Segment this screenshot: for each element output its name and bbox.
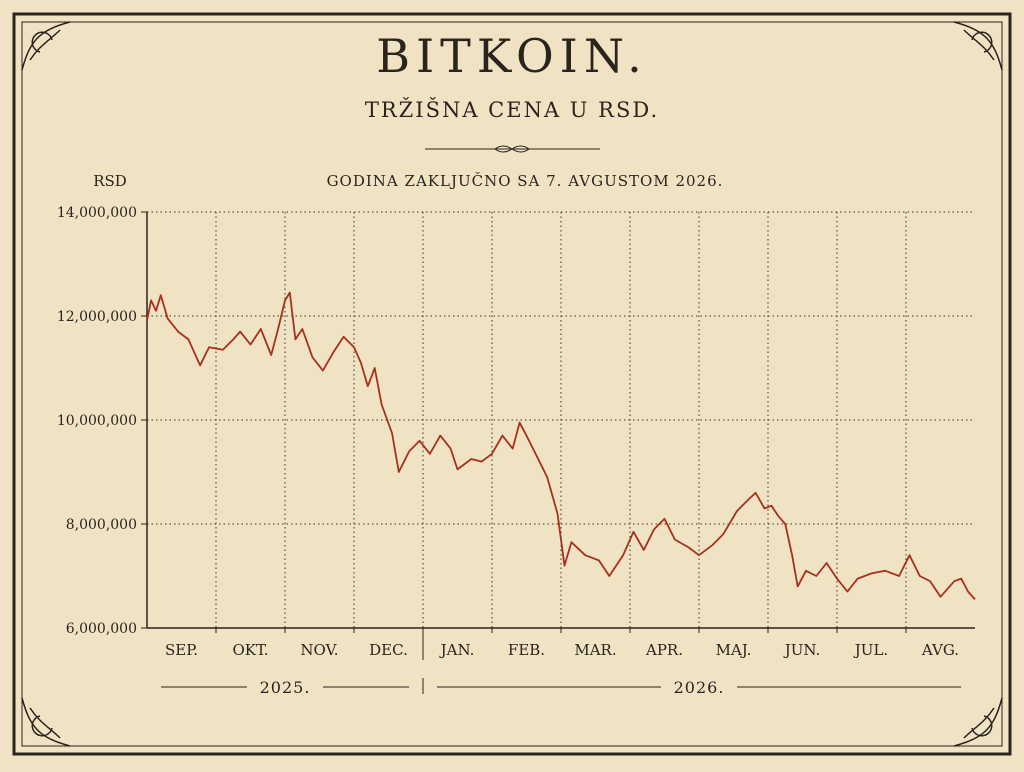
x-tick-label: MAJ. bbox=[716, 641, 752, 659]
subtitle: TRŽIŠNA CENA U RSD. bbox=[365, 97, 659, 122]
y-tick-label: 14,000,000 bbox=[57, 205, 137, 221]
x-tick-label: SEP. bbox=[165, 641, 198, 659]
y-tick-label: 12,000,000 bbox=[57, 309, 137, 325]
x-tick-label: FEB. bbox=[508, 641, 545, 659]
period-label: GODINA ZAKLJUČNO SA 7. AVGUSTOM 2026. bbox=[327, 172, 724, 190]
x-tick-label: MAR. bbox=[574, 641, 616, 659]
title-divider bbox=[425, 145, 600, 153]
x-tick-label: JUN. bbox=[783, 641, 821, 659]
y-tick-label: 10,000,000 bbox=[57, 413, 137, 429]
title: BITKOIN. bbox=[376, 29, 648, 83]
x-tick-label: OKT. bbox=[232, 641, 268, 659]
x-tick-label: JAN. bbox=[439, 641, 475, 659]
y-tick-label: 8,000,000 bbox=[66, 517, 137, 533]
year-label: 2025. bbox=[260, 678, 311, 697]
y-axis-label: RSD bbox=[93, 172, 127, 190]
x-tick-label: DEC. bbox=[369, 641, 408, 659]
y-tick-label: 6,000,000 bbox=[66, 621, 137, 637]
inner-frame bbox=[21, 21, 1003, 747]
corner-ornaments bbox=[21, 21, 1003, 747]
x-tick-label: APR. bbox=[645, 641, 683, 659]
x-tick-label: NOV. bbox=[300, 641, 338, 659]
outer-frame bbox=[12, 12, 1012, 756]
x-tick-label: JUL. bbox=[853, 641, 888, 659]
year-label: 2026. bbox=[674, 678, 725, 697]
x-tick-label: AVG. bbox=[921, 641, 959, 659]
price-line bbox=[146, 291, 976, 600]
